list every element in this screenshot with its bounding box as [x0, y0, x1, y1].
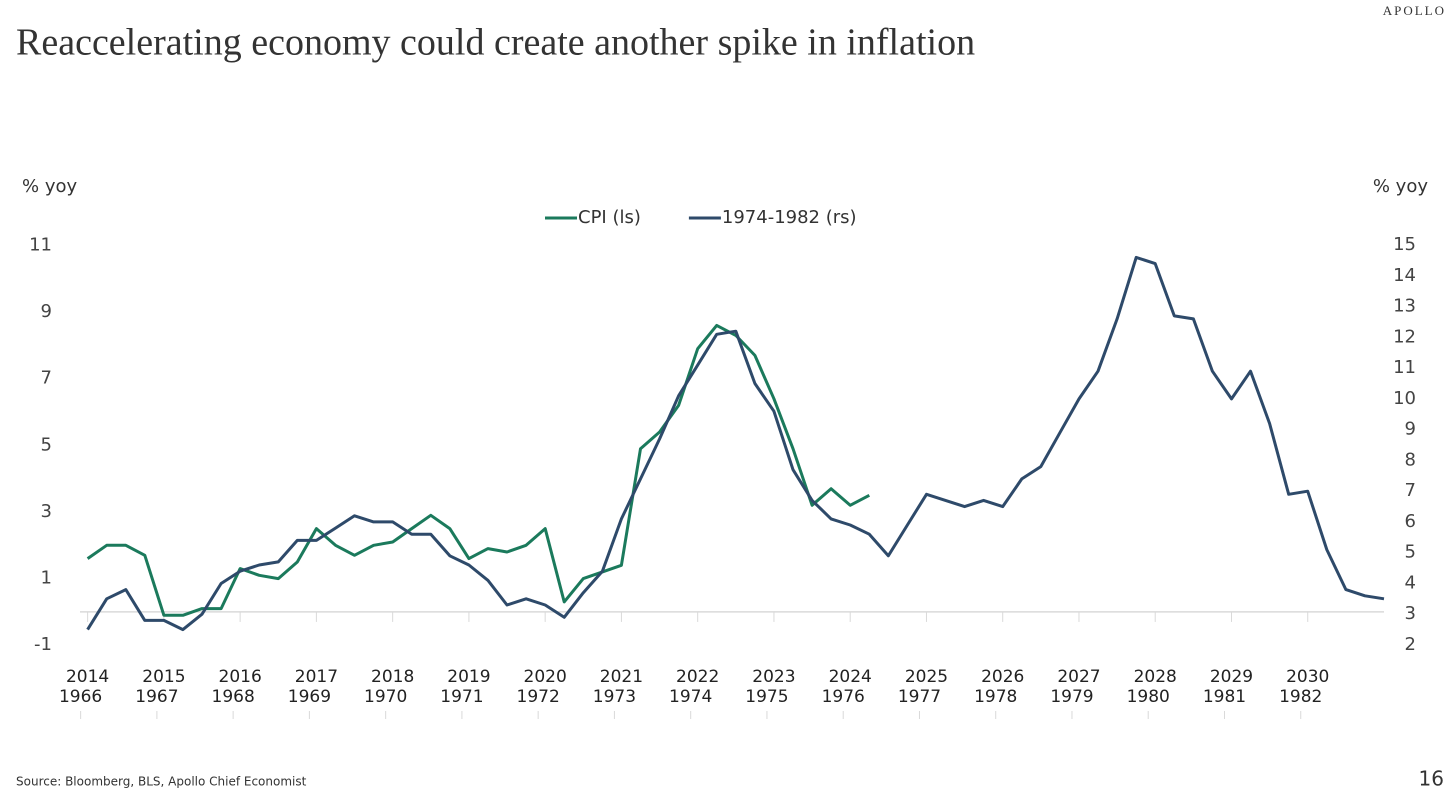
y2-tick-label: 3 — [1405, 603, 1416, 624]
y2-tick-label: 4 — [1405, 572, 1416, 593]
x2-tick-label: 1967 — [135, 687, 178, 707]
y2-tick-label: 12 — [1393, 326, 1416, 347]
x-tick-label: 2030 — [1286, 667, 1329, 687]
y2-tick-label: 6 — [1405, 511, 1416, 532]
y-tick-label: 11 — [29, 234, 52, 255]
y-tick-label: -1 — [34, 634, 52, 655]
x2-tick-label: 1971 — [440, 687, 483, 707]
x-tick-label: 2014 — [66, 667, 109, 687]
y2-tick-label: 5 — [1405, 542, 1416, 563]
x2-tick-label: 1973 — [593, 687, 636, 707]
x2-tick-label: 1969 — [288, 687, 331, 707]
y-tick-label: 3 — [41, 501, 52, 522]
y2-axis-label: % yoy — [1373, 176, 1428, 197]
y-tick-label: 7 — [41, 368, 52, 389]
legend-label: 1974-1982 (rs) — [722, 207, 857, 228]
x-tick-label: 2022 — [676, 667, 719, 687]
x2-tick-label: 1975 — [745, 687, 788, 707]
y2-tick-label: 9 — [1405, 419, 1416, 440]
y-axis-label: % yoy — [22, 176, 77, 197]
x2-tick-label: 1977 — [898, 687, 941, 707]
y2-tick-label: 14 — [1393, 265, 1416, 286]
x2-tick-label: 1980 — [1127, 687, 1170, 707]
x2-tick-label: 1978 — [974, 687, 1017, 707]
chart-title: Reaccelerating economy could create anot… — [16, 22, 975, 64]
x2-tick-label: 1981 — [1203, 687, 1246, 707]
x-tick-label: 2017 — [295, 667, 338, 687]
y2-tick-label: 13 — [1393, 296, 1416, 317]
x-tick-label: 2021 — [600, 667, 643, 687]
page-number: 16 — [1419, 767, 1444, 791]
x-tick-label: 2029 — [1210, 667, 1253, 687]
x2-tick-label: 1979 — [1050, 687, 1093, 707]
x-tick-label: 2024 — [829, 667, 872, 687]
x-tick-label: 2019 — [447, 667, 490, 687]
x2-tick-label: 1970 — [364, 687, 407, 707]
x2-tick-label: 1966 — [59, 687, 102, 707]
x-tick-label: 2023 — [752, 667, 795, 687]
y2-tick-label: 10 — [1393, 388, 1416, 409]
y2-tick-label: 2 — [1405, 634, 1416, 655]
x-tick-label: 2026 — [981, 667, 1024, 687]
x-tick-label: 2016 — [219, 667, 262, 687]
x-tick-label: 2020 — [524, 667, 567, 687]
series-line — [86, 255, 1385, 632]
x2-tick-label: 1968 — [212, 687, 255, 707]
y-tick-label: 1 — [41, 568, 52, 589]
x2-tick-label: 1974 — [669, 687, 712, 707]
y2-tick-label: 11 — [1393, 357, 1416, 378]
x2-tick-label: 1976 — [822, 687, 865, 707]
legend-label: CPI (ls) — [578, 207, 641, 228]
brand: APOLLO — [1383, 3, 1446, 18]
y-tick-label: 9 — [41, 301, 52, 322]
x-tick-label: 2025 — [905, 667, 948, 687]
y2-tick-label: 8 — [1405, 449, 1416, 470]
x2-tick-label: 1972 — [517, 687, 560, 707]
x-tick-label: 2015 — [142, 667, 185, 687]
y2-tick-label: 15 — [1393, 234, 1416, 255]
x-tick-label: 2018 — [371, 667, 414, 687]
y-tick-label: 5 — [41, 434, 52, 455]
y2-tick-label: 7 — [1405, 480, 1416, 501]
x2-tick-label: 1982 — [1279, 687, 1322, 707]
x-tick-label: 2028 — [1134, 667, 1177, 687]
source: Source: Bloomberg, BLS, Apollo Chief Eco… — [16, 775, 307, 789]
x-tick-label: 2027 — [1057, 667, 1100, 687]
